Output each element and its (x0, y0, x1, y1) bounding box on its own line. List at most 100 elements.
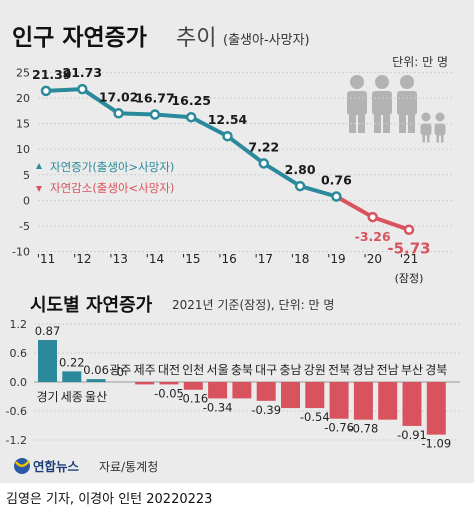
line-chart-data-label: 12.54 (208, 112, 248, 127)
bar-chart-y-tick-label: 0.6 (10, 347, 28, 360)
bar-chart-data-label: -0.34 (203, 400, 233, 414)
line-chart-x-axis: '11 '12 '13 '14 '15 '16 '17 '18 '19 '20 '21 (잠정) (37, 252, 424, 285)
line-chart-x-tick-label: '18 (291, 252, 310, 266)
line-chart-x-tick-label: '19 (327, 252, 346, 266)
bar-chart-bar (183, 382, 203, 390)
bar-chart-data-label: -0.78 (349, 422, 379, 436)
line-chart-point (113, 108, 124, 119)
line-chart-y-tick-label: 10 (16, 143, 30, 156)
page-title-note: (출생아-사망자) (223, 33, 310, 48)
line-chart-data-label: 2.80 (285, 162, 316, 177)
bar-chart-bar (378, 382, 398, 420)
line-chart-data-label: -5.73 (387, 240, 430, 258)
bar-chart-category-label: 부산 (401, 363, 423, 377)
bar-chart-category-label: 서울 (207, 363, 229, 377)
bar-chart-y-tick-label: -0.6 (6, 405, 27, 418)
line-chart-point (77, 83, 88, 95)
line-chart-x-tick-label: '16 (218, 252, 237, 266)
line-chart-data-label: -3.26 (355, 229, 391, 244)
bar-chart-bars (38, 339, 446, 435)
bar-chart-data-label: -0.76 (324, 421, 354, 435)
bar-chart-category-label: 대전 (158, 363, 180, 377)
line-chart-x-tick-label: '11 (37, 252, 56, 266)
bar-chart-title: 시도별 자연증가 (30, 295, 153, 316)
bar-chart-category-label: 충남 (279, 363, 301, 377)
person-leg-icon (358, 113, 365, 133)
person-body-icon (372, 91, 392, 115)
bar-chart-category-label: 경기 (36, 390, 58, 404)
line-chart-y-axis: 25 20 15 10 5 0 -5 -10 (12, 66, 30, 258)
bar-chart-data-label: 0.22 (59, 355, 85, 369)
bar-chart-bar (208, 382, 228, 399)
legend-increase-label: 자연증가(출생아>사망자) (50, 160, 174, 174)
person-leg-icon (436, 133, 439, 143)
bar-chart-y-tick-label: 0.0 (10, 376, 28, 389)
line-chart-data-label: 16.25 (171, 93, 211, 108)
bar-chart-bar (159, 382, 179, 385)
line-chart-point (331, 191, 342, 202)
line-chart-point (367, 211, 378, 223)
bar-chart-bar (38, 339, 57, 382)
line-chart-y-tick-label: 25 (16, 66, 30, 79)
person-leg-icon (399, 113, 406, 133)
family-people-icon (347, 75, 446, 143)
person-leg-icon (408, 113, 415, 133)
person-head-icon (375, 75, 389, 89)
line-chart-y-tick-label: 5 (23, 169, 30, 182)
bar-chart-data-label: -0.54 (300, 410, 330, 424)
person-body-icon (420, 123, 432, 136)
person-head-icon (350, 75, 364, 89)
bar-chart-bar (135, 382, 155, 385)
person-leg-icon (374, 113, 381, 133)
person-body-icon (347, 91, 367, 115)
line-chart-point (40, 85, 52, 97)
bar-chart-bar (62, 371, 82, 382)
person-leg-icon (422, 133, 425, 143)
line-chart-data-label: 7.22 (248, 139, 279, 154)
bar-chart-data-label: -0.05 (154, 386, 184, 400)
legend-increase-marker (36, 163, 42, 169)
line-chart-legend: 자연증가(출생아>사망자) 자연감소(출생아<사망자) (36, 160, 174, 195)
bar-chart-category-label: 경남 (352, 363, 374, 377)
bar-chart-bar (86, 379, 106, 382)
bar-chart-category-label: 세종 (61, 390, 83, 404)
line-chart-x-tick-label: '12 (73, 252, 92, 266)
bar-chart-category-label: 충북 (231, 363, 253, 377)
line-chart-y-tick-label: 15 (16, 118, 30, 131)
bar-chart-bar (353, 382, 373, 420)
page-title-suffix: 추이 (176, 26, 216, 51)
bar-chart-data-labels: 0.870.220.06 0-0.05-0.16-0.34 -0.39-0.54-0… (35, 324, 451, 451)
person-leg-icon (441, 133, 444, 143)
bar-chart-y-tick-label: 1.2 (10, 318, 28, 331)
person-head-icon (400, 75, 414, 89)
page-title: 인구 자연증가 (12, 25, 147, 51)
line-chart-x-note: (잠정) (395, 272, 424, 285)
person-head-icon (435, 112, 445, 122)
person-leg-icon (383, 113, 390, 133)
line-chart-x-tick-label: '17 (255, 252, 274, 266)
bar-chart-y-tick-label: -1.2 (6, 434, 27, 447)
line-chart-data-label: 21.39 (32, 67, 72, 82)
bar-chart-data-label: -0.39 (251, 403, 281, 417)
bar-chart-category-label: 인천 (182, 362, 204, 377)
credit-text: 김영은 기자, 이경아 인턴 20220223 (6, 492, 212, 507)
bar-chart-category-label: 대구 (255, 363, 277, 377)
bar-chart-data-label: -0.16 (178, 392, 208, 406)
bar-chart-bar (305, 382, 325, 409)
bar-chart-category-label: 울산 (85, 390, 107, 404)
yonhap-logo-swoosh (15, 460, 30, 467)
line-chart-x-tick-label: '14 (146, 252, 165, 266)
bar-chart-bar (426, 382, 446, 435)
line-chart-series (40, 83, 415, 235)
bar-chart-bar (402, 382, 422, 426)
source-logo-text: 연합뉴스 (33, 459, 80, 474)
line-chart-point (222, 130, 233, 142)
line-chart-data-label: 21.73 (63, 65, 103, 80)
line-chart-unit: 단위: 만 명 (392, 55, 448, 69)
line-chart-data-label: 0.76 (321, 173, 352, 188)
line-chart-point (185, 111, 197, 123)
bar-chart-data-label: 0 (117, 365, 124, 379)
